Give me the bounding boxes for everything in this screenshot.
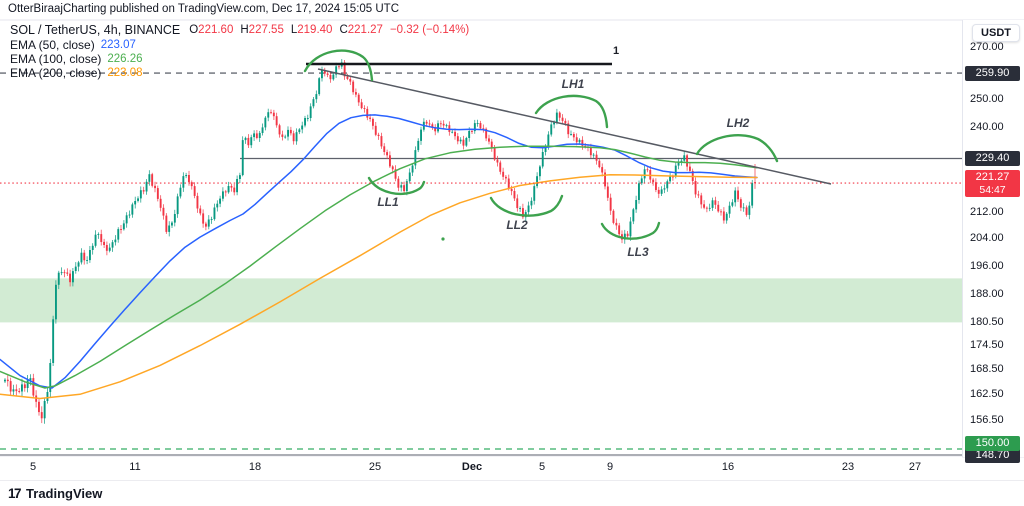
time-axis-label: Dec [461,461,483,473]
indicator-label: EMA (100, close) [10,52,102,66]
footer: 17 TradingView [0,480,1024,506]
ohlc-value: L219.40 [290,24,333,36]
arc-peak[interactable] [303,49,374,82]
price-axis-label: 162.50 [970,387,1004,400]
time-axis-label: 9 [606,461,614,473]
annotation-label-LL1[interactable]: LL1 [377,195,399,209]
price-axis-label: 156.50 [970,413,1004,426]
price-axis-label: 180.50 [970,315,1004,328]
arc-ll1[interactable] [367,176,426,196]
ohlc-value: O221.60 [189,24,234,36]
stray-dot [441,237,445,241]
price-change: −0.32 (−0.14%) [389,24,470,36]
price-axis-label: 168.50 [970,363,1004,375]
arc-ll2[interactable] [489,194,564,217]
time-axis-label: 18 [248,461,262,473]
price-axis-label: 188.00 [970,288,1004,301]
annotation-label-1[interactable]: 1 [612,45,620,57]
symbol-title[interactable]: SOL / TetherUS, 4h, BINANCE [10,23,181,37]
indicator-value: 223.08 [107,67,143,79]
ohlc-value: C221.27 [339,24,383,36]
annotation-label-LL3[interactable]: LL3 [627,245,649,259]
ema200-line[interactable] [0,174,758,400]
price-badge-221.27: 221.27 54:47 [965,169,1020,197]
ema100-line[interactable] [0,145,758,389]
chart-borders [0,19,1024,458]
tradingview-logo-icon[interactable]: 17 [8,486,22,501]
time-axis-label: 25 [368,461,382,473]
annotation-label-LL2[interactable]: LL2 [506,218,528,232]
price-axis[interactable]: USDT 270.00 250.00 240.00 212.00 204.00 196.0… [962,20,1024,463]
price-badge-229.40: 229.40 [965,151,1020,166]
time-axis-label: 11 [129,461,141,473]
indicator-row[interactable]: EMA (100, close) 226.26 [10,52,469,66]
price-axis-label: 250.00 [970,93,1004,106]
time-axis-label: 16 [721,461,735,473]
time-axis-label: 5 [538,461,546,473]
price-badge-148.70: 148.70 [965,447,1020,463]
legend: SOL / TetherUS, 4h, BINANCE O221.60 H227.… [10,23,469,80]
indicator-value: 223.07 [100,39,136,51]
price-badge-150.00: 150.00 [965,435,1020,451]
support-zone[interactable] [0,278,962,323]
indicator-row[interactable]: EMA (200, close) 223.08 [10,66,469,80]
indicator-legend: EMA (50, close) 223.07 EMA (100, close) 226… [10,38,469,80]
ohlc-value: H227.55 [240,24,284,36]
price-axis-label: 240.00 [970,121,1004,134]
price-axis-label: 212.00 [970,205,1004,218]
arc-lh1[interactable] [534,94,609,129]
time-axis-label: 23 [841,461,855,473]
annotation-label-LH2[interactable]: LH2 [726,116,750,130]
indicator-label: EMA (200, close) [10,66,102,80]
candles-layer[interactable] [4,59,756,424]
ohlc-values: O221.60 H227.55 L219.40 C221.27 [189,23,383,37]
descending-trendline[interactable] [317,68,832,185]
price-axis-label: 174.50 [970,339,1004,352]
price-badge-259.90: 259.90 [965,65,1020,81]
currency-toggle-button[interactable]: USDT [972,24,1020,42]
arc-ll3[interactable] [600,221,661,240]
price-axis-label: 204.00 [970,232,1004,245]
price-axis-label: 196.00 [970,259,1004,272]
indicator-label: EMA (50, close) [10,38,95,52]
time-axis[interactable]: 5 11 18 25 Dec 5 9 16 23 27 [0,457,962,480]
time-axis-label: 27 [908,461,922,473]
time-axis-label: 5 [29,461,37,473]
ema50-line[interactable] [0,114,758,389]
annotation-label-LH1[interactable]: LH1 [561,77,585,91]
indicator-row[interactable]: EMA (50, close) 223.07 [10,38,469,52]
price-axis-label: 270.00 [970,40,1004,53]
publish-header: OtterBiraajCharting published on Trading… [8,3,400,15]
arc-lh2[interactable] [695,134,779,163]
tradingview-brand[interactable]: TradingView [26,486,103,501]
indicator-value: 226.26 [107,53,143,65]
